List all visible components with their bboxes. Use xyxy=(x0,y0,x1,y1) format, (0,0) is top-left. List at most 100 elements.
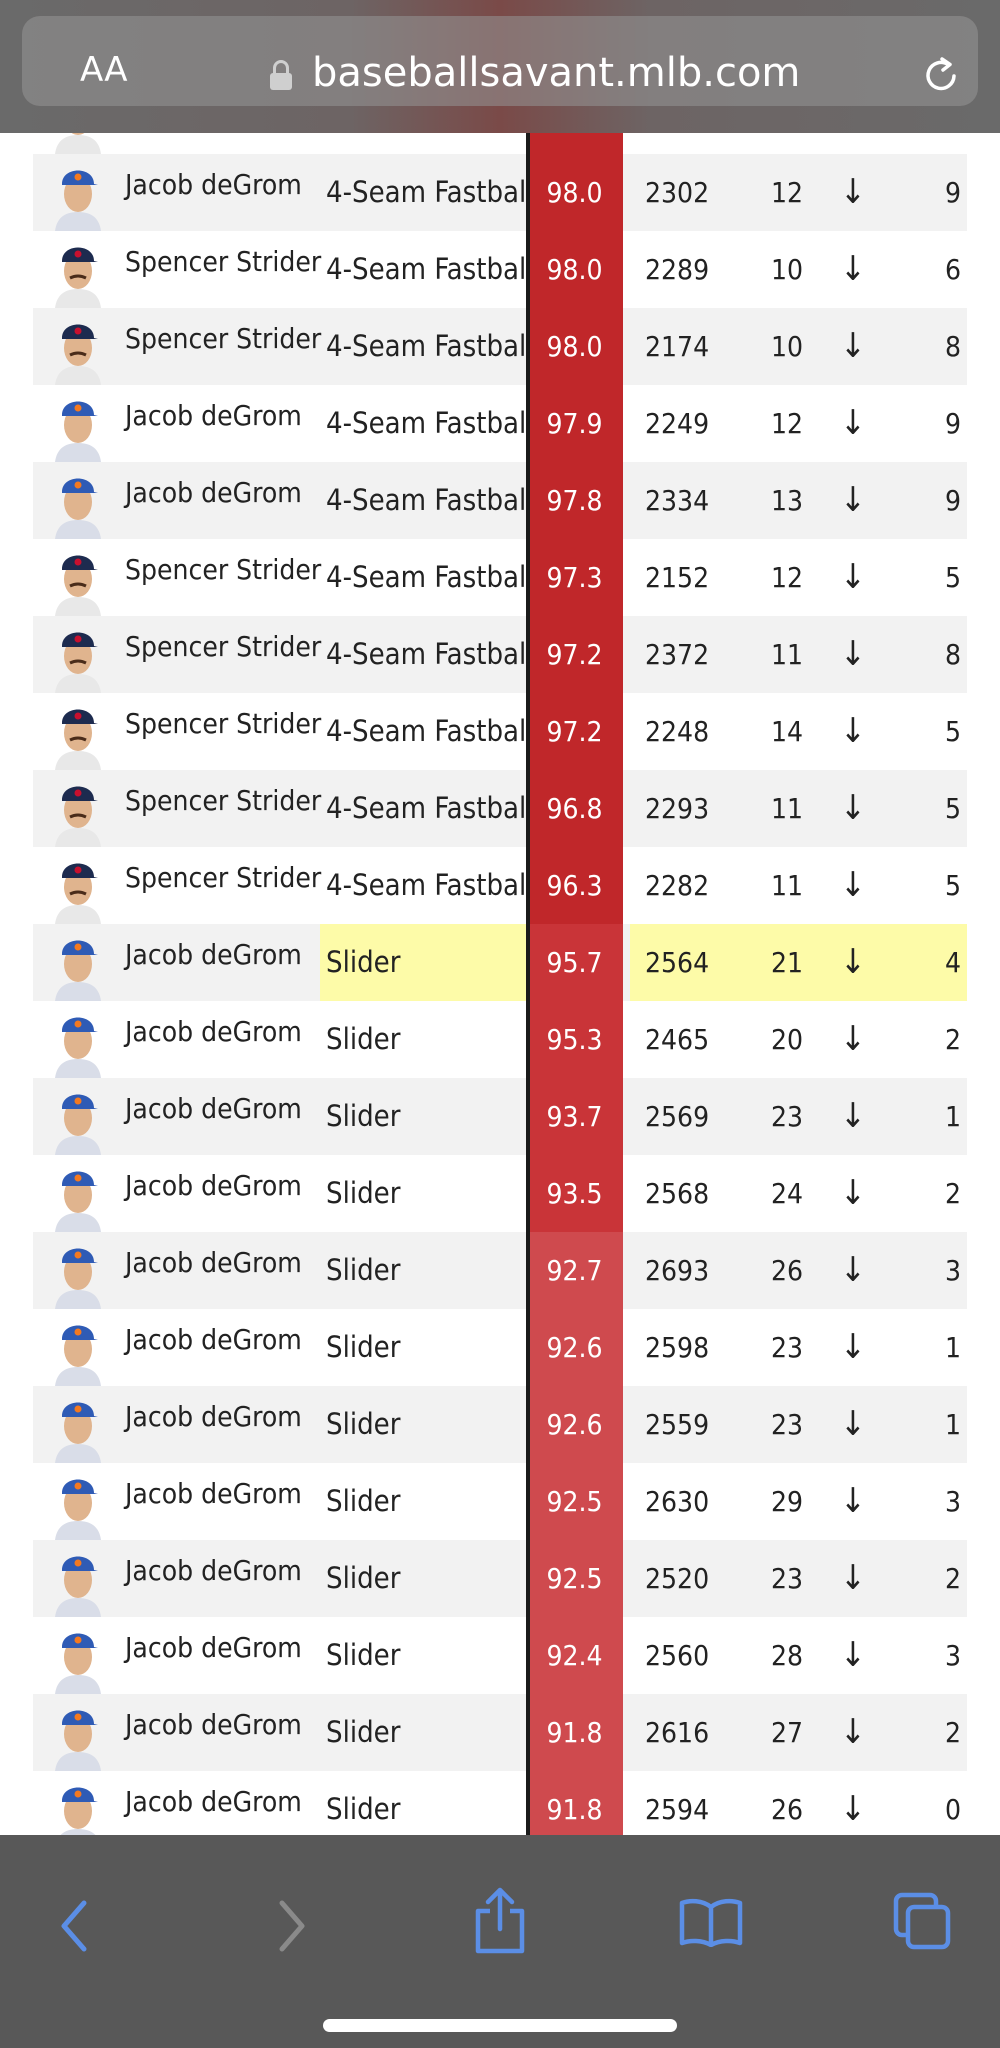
pitch-type: Slider xyxy=(326,1715,401,1749)
pitcher-name[interactable]: Jacob deGrom xyxy=(125,1169,302,1202)
pitcher-name[interactable]: Jacob deGrom xyxy=(125,938,302,971)
movement-cell: 23 xyxy=(770,1562,804,1595)
down-arrow-icon: ↓ xyxy=(840,1173,866,1213)
movement-cell: 10 xyxy=(770,330,804,363)
spin-rate-cell: 2465 xyxy=(645,1023,710,1056)
table-row[interactable]: Jacob deGrom Slider 92.5 2630 29 ↓ 3 xyxy=(33,1463,967,1540)
pitcher-name[interactable]: Jacob deGrom xyxy=(125,399,302,432)
table-row[interactable]: Jacob deGrom Slider 92.6 2598 23 ↓ 1 xyxy=(33,1309,967,1386)
pitcher-headshot xyxy=(49,1540,107,1617)
pitcher-headshot xyxy=(49,1617,107,1694)
pitch-type: 4-Seam Fastball xyxy=(326,637,534,671)
velocity-cell: 97.2 xyxy=(526,616,623,693)
last-column-cell: 5 xyxy=(944,561,961,594)
pitch-type: Slider xyxy=(326,1330,401,1364)
pitcher-name[interactable]: Jacob deGrom xyxy=(125,1246,302,1279)
pitch-type: 4-Seam Fastball xyxy=(326,868,534,902)
spin-rate-cell: 2560 xyxy=(645,1639,710,1672)
table-row[interactable]: Jacob deGrom 4-Seam Fastball 97.8 2334 13 ↓ 9 xyxy=(33,462,967,539)
velocity-cell: 92.5 xyxy=(526,1463,623,1540)
last-column-cell: 3 xyxy=(944,1254,961,1287)
tabs-icon[interactable] xyxy=(892,1891,952,1951)
pitch-type: 4-Seam Fastball xyxy=(326,329,534,363)
down-arrow-icon: ↓ xyxy=(840,1327,866,1367)
pitcher-name[interactable]: Spencer Strider xyxy=(125,245,322,278)
table-row[interactable]: Spencer Strider 4-Seam Fastball 96.8 2293 11… xyxy=(33,770,967,847)
pitcher-name[interactable]: Jacob deGrom xyxy=(125,1554,302,1587)
pitcher-name[interactable]: Jacob deGrom xyxy=(125,1323,302,1356)
table-row[interactable]: Jacob deGrom Slider 92.7 2693 26 ↓ 3 xyxy=(33,1232,967,1309)
last-column-cell: 9 xyxy=(944,484,961,517)
pitcher-name[interactable]: Jacob deGrom xyxy=(125,1785,302,1818)
spin-rate-cell: 2334 xyxy=(645,484,710,517)
pitcher-name[interactable]: Jacob deGrom xyxy=(125,1477,302,1510)
velocity-cell: 98.0 xyxy=(526,154,623,231)
pitcher-name[interactable]: Jacob deGrom xyxy=(125,168,302,201)
pitcher-name[interactable]: Jacob deGrom xyxy=(125,1400,302,1433)
pitcher-headshot xyxy=(49,539,107,616)
table-row[interactable]: Spencer Strider 4-Seam Fastball 96.3 2282 11… xyxy=(33,847,967,924)
bookmarks-icon[interactable] xyxy=(678,1897,744,1947)
movement-cell: 12 xyxy=(770,407,804,440)
share-icon[interactable] xyxy=(472,1887,528,1955)
reload-icon[interactable] xyxy=(920,54,964,98)
pitch-type: 4-Seam Fastball xyxy=(326,406,534,440)
velocity-cell: 97.3 xyxy=(526,539,623,616)
table-row[interactable]: Spencer Strider 4-Seam Fastball 98.0 2174 10… xyxy=(33,308,967,385)
table-row[interactable]: Jacob deGrom Slider 91.8 2616 27 ↓ 2 xyxy=(33,1694,967,1771)
movement-cell: 11 xyxy=(770,869,804,902)
movement-cell: 28 xyxy=(770,1639,804,1672)
table-row[interactable]: Spencer Strider 4-Seam Fastball 98.0 2289 10… xyxy=(33,231,967,308)
pitcher-name[interactable]: Jacob deGrom xyxy=(125,1092,302,1125)
pitcher-name[interactable]: Spencer Strider xyxy=(125,707,322,740)
url-text[interactable]: baseballsavant.mlb.com xyxy=(312,50,801,96)
pitcher-name[interactable]: Spencer Strider xyxy=(125,322,322,355)
spin-rate-cell: 2174 xyxy=(645,330,710,363)
velocity-cell: 92.4 xyxy=(526,1617,623,1694)
table-row[interactable]: Jacob deGrom Slider 91.8 2594 26 ↓ 0 xyxy=(33,1771,967,1848)
highlight-band xyxy=(630,924,967,1001)
table-row[interactable]: Jacob deGrom Slider 92.6 2559 23 ↓ 1 xyxy=(33,1386,967,1463)
pitch-type: Slider xyxy=(326,1792,401,1826)
table-row[interactable]: Jacob deGrom Slider 92.4 2560 28 ↓ 3 xyxy=(33,1617,967,1694)
velocity-cell: 91.8 xyxy=(526,1694,623,1771)
pitcher-name[interactable]: Jacob deGrom xyxy=(125,1015,302,1048)
pitcher-headshot xyxy=(49,1232,107,1309)
table-row[interactable]: Jacob deGrom Slider 92.5 2520 23 ↓ 2 xyxy=(33,1540,967,1617)
pitcher-name[interactable]: Spencer Strider xyxy=(125,630,322,663)
table-row[interactable]: Jacob deGrom Slider 95.3 2465 20 ↓ 2 xyxy=(33,1001,967,1078)
pitcher-name[interactable]: Jacob deGrom xyxy=(125,1708,302,1741)
table-row[interactable]: Spencer Strider 4-Seam Fastball 97.3 2152 12… xyxy=(33,539,967,616)
pitcher-name[interactable]: Spencer Strider xyxy=(125,553,322,586)
last-column-cell: 0 xyxy=(944,1793,961,1826)
spin-rate-cell: 2616 xyxy=(645,1716,710,1749)
forward-icon[interactable] xyxy=(274,1899,308,1953)
table-row[interactable]: Spencer Strider 4-Seam Fastball 97.2 2248 14… xyxy=(33,693,967,770)
last-column-cell: 1 xyxy=(944,1331,961,1364)
down-arrow-icon: ↓ xyxy=(840,1789,866,1829)
last-column-cell: 1 xyxy=(944,1100,961,1133)
text-size-button[interactable]: AA xyxy=(80,50,127,90)
table-row[interactable]: Jacob deGrom Slider 93.7 2569 23 ↓ 1 xyxy=(33,1078,967,1155)
down-arrow-icon: ↓ xyxy=(840,557,866,597)
table-row[interactable]: Jacob deGrom Slider 93.5 2568 24 ↓ 2 xyxy=(33,1155,967,1232)
table-row[interactable]: Jacob deGrom Slider 95.7 2564 21 ↓ 4 xyxy=(33,924,967,1001)
pitcher-headshot xyxy=(49,693,107,770)
table-row[interactable]: Spencer Strider 4-Seam Fastball 97.2 2372 11… xyxy=(33,616,967,693)
velocity-cell: 95.3 xyxy=(526,1001,623,1078)
velocity-cell: 95.7 xyxy=(526,924,623,1001)
movement-cell: 11 xyxy=(770,638,804,671)
pitcher-name[interactable]: Spencer Strider xyxy=(125,784,322,817)
pitcher-name[interactable]: Jacob deGrom xyxy=(125,1631,302,1664)
table-row[interactable]: Jacob deGrom 4-Seam Fastball 97.9 2249 12 ↓ 9 xyxy=(33,385,967,462)
back-icon[interactable] xyxy=(58,1899,92,1953)
velocity-cell: 97.9 xyxy=(526,385,623,462)
pitcher-name[interactable]: Jacob deGrom xyxy=(125,476,302,509)
url-field[interactable]: AA baseballsavant.mlb.com xyxy=(22,16,978,106)
table-row[interactable]: Jacob deGrom 4-Seam Fastball 98.0 2302 12 ↓ 9 xyxy=(33,154,967,231)
pitch-type: Slider xyxy=(320,924,560,1001)
movement-cell: 11 xyxy=(770,792,804,825)
velocity-cell: 92.6 xyxy=(526,1309,623,1386)
pitcher-name[interactable]: Spencer Strider xyxy=(125,861,322,894)
movement-cell: 26 xyxy=(770,1793,804,1826)
